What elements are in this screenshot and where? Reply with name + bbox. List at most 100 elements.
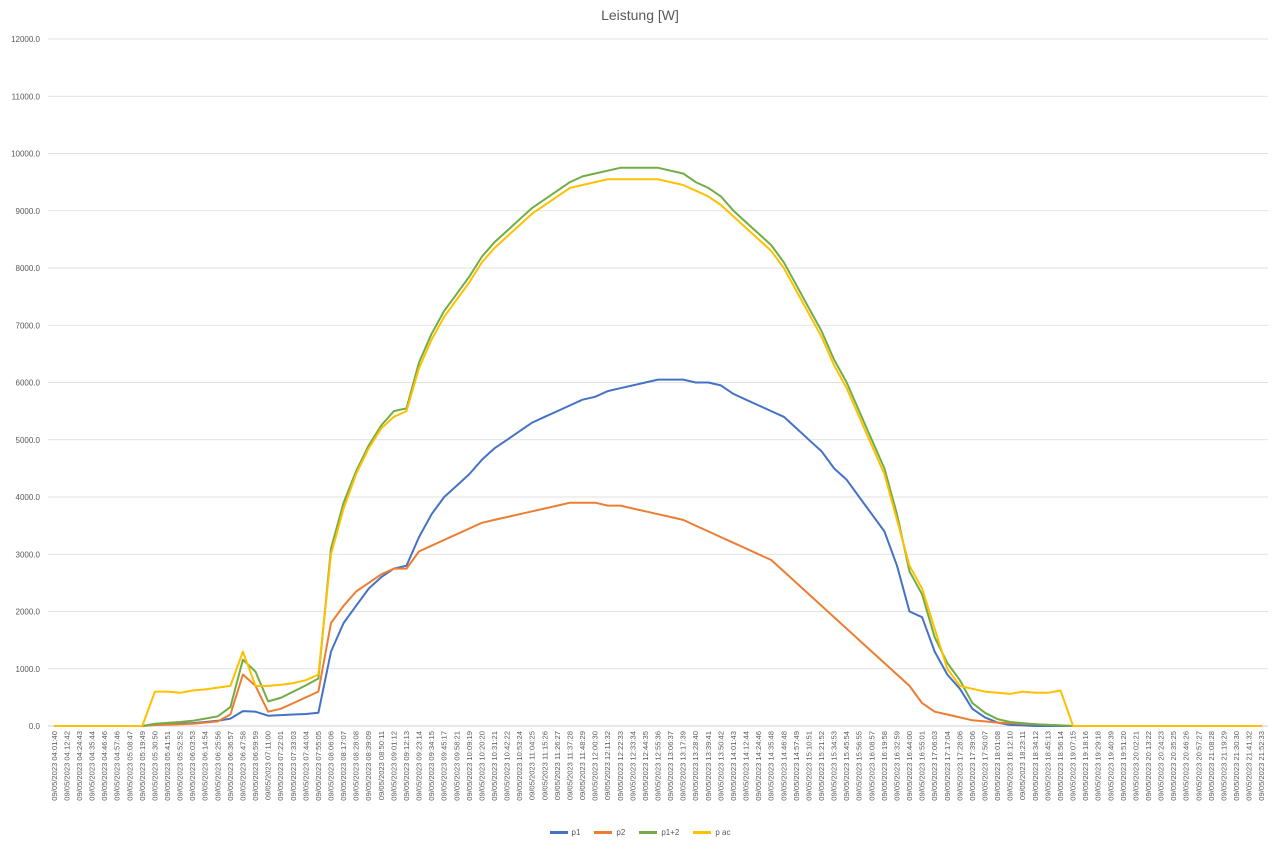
legend-item: p2 bbox=[594, 828, 625, 837]
x-tick-label: 09/05/2023 08:17:07 bbox=[339, 731, 348, 801]
x-tick-label: 09/05/2023 06:36:57 bbox=[226, 731, 235, 801]
x-tick-label: 09/05/2023 18:56:14 bbox=[1056, 731, 1065, 801]
x-tick-label: 09/05/2023 16:08:57 bbox=[867, 731, 876, 801]
y-tick-label: 3000.0 bbox=[16, 550, 41, 559]
x-tick-label: 09/05/2023 19:40:39 bbox=[1106, 731, 1115, 801]
x-tick-label: 09/05/2023 17:39:06 bbox=[968, 731, 977, 801]
legend-label: p1 bbox=[571, 828, 581, 837]
x-tick-label: 09/05/2023 11:15:26 bbox=[540, 731, 549, 800]
series-line-p1-2 bbox=[54, 166, 1262, 727]
legend-label: p ac bbox=[715, 828, 731, 837]
x-tick-label: 09/05/2023 10:09:19 bbox=[465, 731, 474, 801]
y-tick-label: 4000.0 bbox=[16, 493, 41, 502]
x-tick-label: 09/05/2023 21:41:32 bbox=[1245, 731, 1254, 801]
x-tick-label: 09/05/2023 14:24:46 bbox=[754, 731, 763, 801]
x-tick-label: 09/05/2023 10:53:24 bbox=[515, 731, 524, 801]
x-tick-labels: 09/05/2023 04:01:40 09/05/2023 04:12:42 09… bbox=[50, 731, 1266, 801]
x-tick-label: 09/05/2023 10:20:20 bbox=[477, 731, 486, 801]
x-tick-label: 09/05/2023 06:59:59 bbox=[251, 731, 260, 801]
x-tick-label: 09/05/2023 07:55:05 bbox=[314, 731, 323, 801]
legend-swatch bbox=[693, 831, 712, 834]
x-tick-label: 09/05/2023 11:48:29 bbox=[578, 731, 587, 800]
x-tick-label: 09/05/2023 05:08:47 bbox=[125, 731, 134, 801]
x-tick-label: 09/05/2023 20:24:23 bbox=[1157, 731, 1166, 801]
y-tick-labels: 0.0 1000.0 2000.0 3000.0 4000.0 5000.0 6000.0 7… bbox=[11, 35, 40, 731]
x-tick-label: 09/05/2023 08:50:11 bbox=[377, 731, 386, 800]
x-tick-label: 09/05/2023 19:18:16 bbox=[1081, 731, 1090, 801]
x-tick-label: 09/05/2023 07:33:03 bbox=[289, 731, 298, 801]
x-tick-label: 09/05/2023 20:46:26 bbox=[1182, 731, 1191, 801]
x-tick-label: 09/05/2023 08:06:06 bbox=[326, 731, 335, 801]
series-line-p2 bbox=[54, 501, 1262, 727]
gridlines bbox=[48, 38, 1268, 727]
x-tick-label: 09/05/2023 12:22:33 bbox=[616, 731, 625, 801]
x-tick-label: 09/05/2023 16:32:59 bbox=[892, 731, 901, 801]
x-tick-label: 09/05/2023 10:42:22 bbox=[503, 731, 512, 801]
x-tick-label: 09/05/2023 14:01:43 bbox=[729, 731, 738, 801]
x-tick-label: 09/05/2023 09:12:13 bbox=[402, 731, 411, 801]
x-tick-label: 09/05/2023 07:44:04 bbox=[301, 731, 310, 801]
y-tick-label: 1000.0 bbox=[16, 665, 41, 674]
legend-swatch bbox=[549, 831, 568, 834]
x-tick-label: 09/05/2023 15:34:53 bbox=[830, 731, 839, 801]
y-tick-label: 2000.0 bbox=[16, 608, 41, 617]
x-tick-label: 09/05/2023 11:26:27 bbox=[553, 731, 562, 800]
x-tick-label: 09/05/2023 08:39:09 bbox=[364, 731, 373, 801]
x-tick-label: 09/05/2023 21:19:29 bbox=[1219, 731, 1228, 801]
legend-item: p1 bbox=[549, 828, 581, 837]
x-tick-label: 09/05/2023 11:04:25 bbox=[528, 731, 537, 800]
series-line-p-ac bbox=[54, 178, 1262, 727]
x-tick-label: 09/05/2023 18:45:13 bbox=[1043, 731, 1052, 801]
legend-swatch bbox=[594, 831, 613, 834]
legend: p1 p2 p1+2 p ac bbox=[0, 828, 1280, 837]
y-tick-label: 11000.0 bbox=[12, 92, 41, 101]
x-tick-label: 09/05/2023 20:02:21 bbox=[1131, 731, 1140, 801]
x-tick-label: 09/05/2023 20:13:22 bbox=[1144, 731, 1153, 801]
x-tick-label: 09/05/2023 05:41:51 bbox=[163, 731, 172, 801]
x-tick-label: 09/05/2023 14:35:48 bbox=[767, 731, 776, 801]
x-tick-label: 09/05/2023 12:44:35 bbox=[641, 731, 650, 801]
legend-item: p1+2 bbox=[639, 828, 679, 837]
x-tick-label: 09/05/2023 14:57:49 bbox=[792, 731, 801, 801]
legend-item: p ac bbox=[693, 828, 730, 837]
x-tick-label: 09/05/2023 09:45:17 bbox=[440, 731, 449, 801]
y-tick-label: 9000.0 bbox=[16, 207, 41, 216]
x-tick-label: 09/05/2023 18:34:12 bbox=[1031, 731, 1040, 801]
x-tick-label: 09/05/2023 13:50:42 bbox=[716, 731, 725, 801]
x-tick-label: 09/05/2023 04:35:44 bbox=[88, 731, 97, 801]
x-tick-label: 09/05/2023 12:33:34 bbox=[628, 731, 637, 801]
legend-label: p1+2 bbox=[661, 828, 680, 837]
x-tick-label: 09/05/2023 15:45:54 bbox=[842, 731, 851, 801]
x-tick-label: 09/05/2023 13:28:40 bbox=[691, 731, 700, 801]
y-tick-label: 8000.0 bbox=[16, 264, 41, 273]
x-tick-label: 09/05/2023 13:39:41 bbox=[704, 731, 713, 801]
legend-label: p2 bbox=[616, 828, 626, 837]
x-tick-label: 09/05/2023 12:55:36 bbox=[654, 731, 663, 801]
chart-title: Leistung [W] bbox=[601, 7, 679, 23]
x-tick-label: 09/05/2023 07:11:00 bbox=[264, 731, 273, 800]
legend-swatch bbox=[639, 831, 658, 834]
y-tick-label: 7000.0 bbox=[16, 321, 41, 330]
x-tick-label: 09/05/2023 12:00:30 bbox=[591, 731, 600, 801]
x-tick-label: 09/05/2023 10:31:21 bbox=[490, 731, 499, 801]
x-tick-label: 09/05/2023 15:56:55 bbox=[855, 731, 864, 801]
x-tick-label: 09/05/2023 11:37:28 bbox=[565, 731, 574, 800]
x-tick-label: 09/05/2023 14:12:44 bbox=[742, 731, 751, 801]
series-lines bbox=[54, 166, 1262, 727]
x-tick-label: 09/05/2023 14:46:48 bbox=[779, 731, 788, 801]
x-tick-label: 09/05/2023 21:30:30 bbox=[1232, 731, 1241, 801]
x-tick-label: 09/05/2023 06:14:54 bbox=[201, 731, 210, 801]
x-tick-label: 09/05/2023 13:06:37 bbox=[666, 731, 675, 801]
x-tick-label: 09/05/2023 16:19:58 bbox=[880, 731, 889, 801]
x-tick-label: 09/05/2023 16:44:00 bbox=[905, 731, 914, 801]
x-tick-label: 09/05/2023 08:28:08 bbox=[352, 731, 361, 801]
x-tick-label: 09/05/2023 04:46:46 bbox=[100, 731, 109, 801]
x-tick-label: 09/05/2023 15:10:51 bbox=[804, 731, 813, 801]
x-tick-label: 09/05/2023 19:29:18 bbox=[1094, 731, 1103, 801]
x-tick-label: 09/05/2023 21:52:33 bbox=[1257, 731, 1266, 801]
x-tick-label: 09/05/2023 18:23:11 bbox=[1018, 731, 1027, 800]
x-tick-label: 09/05/2023 15:21:52 bbox=[817, 731, 826, 801]
x-tick-label: 09/05/2023 19:07:15 bbox=[1069, 731, 1078, 801]
x-tick-label: 09/05/2023 09:58:21 bbox=[452, 731, 461, 801]
